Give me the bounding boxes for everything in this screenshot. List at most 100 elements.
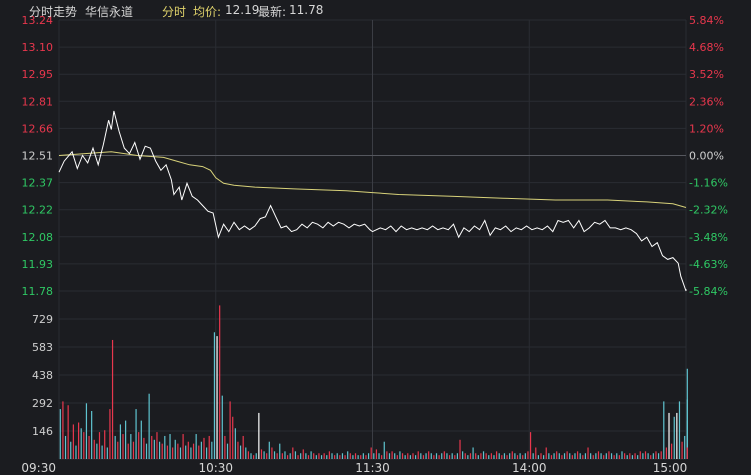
volume-tick-label: 583	[32, 341, 53, 354]
volume-bar	[93, 439, 95, 459]
volume-bar	[224, 435, 226, 459]
volume-bar	[686, 447, 688, 459]
volume-bar	[315, 455, 317, 459]
volume-bar	[281, 453, 283, 459]
volume-bar	[647, 453, 649, 459]
volume-bar	[595, 453, 597, 459]
volume-bar	[388, 453, 391, 459]
volume-bar	[328, 451, 330, 459]
volume-bar	[158, 441, 161, 459]
volume-bar	[279, 443, 281, 459]
time-tick-label: 15:00	[653, 461, 688, 475]
volume-bar	[297, 455, 299, 459]
price-tick-label: 13.24	[22, 14, 54, 27]
volume-bar	[273, 451, 276, 459]
volume-bar	[206, 447, 208, 459]
volume-bar	[610, 453, 613, 459]
volume-bar	[177, 443, 179, 459]
volume-bar	[597, 451, 600, 459]
volume-bar	[253, 455, 255, 459]
pct-tick-label: -3.48%	[689, 231, 728, 244]
volume-bar	[456, 453, 459, 459]
volume-bar	[443, 451, 445, 459]
volume-bar	[477, 455, 479, 459]
volume-bar	[537, 455, 539, 459]
pct-tick-label: 4.68%	[689, 41, 724, 54]
volume-bar	[624, 453, 626, 459]
time-tick-label: 10:30	[198, 461, 233, 475]
volume-bar	[174, 439, 176, 459]
volume-bar	[399, 451, 401, 459]
volume-bar	[493, 455, 495, 459]
volume-bar	[75, 445, 77, 459]
volume-bar	[571, 455, 573, 459]
volume-bar	[213, 332, 216, 459]
volume-bar	[88, 435, 90, 459]
volume-bar	[501, 455, 503, 459]
volume-bar	[239, 445, 242, 459]
volume-bar	[305, 453, 307, 459]
volume-bar	[226, 443, 229, 459]
volume-bar	[684, 435, 686, 459]
volume-bar	[109, 409, 111, 459]
volume-bar	[650, 455, 652, 459]
volume-bar	[187, 441, 189, 459]
volume-bar	[125, 420, 127, 459]
volume-bar	[582, 455, 584, 459]
volume-bar	[412, 453, 414, 459]
volume-bar	[644, 451, 647, 459]
volume-bar	[438, 455, 440, 459]
volume-bar	[566, 451, 568, 459]
price-tick-label: 12.22	[22, 204, 54, 217]
volume-bar	[310, 451, 312, 459]
volume-bar	[232, 416, 234, 459]
volume-bar	[334, 455, 336, 459]
volume-bar	[506, 455, 508, 459]
volume-bar	[263, 451, 265, 459]
volume-bar	[629, 453, 631, 459]
volume-bar	[545, 447, 547, 459]
volume-bar	[519, 453, 521, 459]
avg-price-line	[58, 151, 687, 208]
volume-bar	[668, 412, 670, 459]
price-tick-label: 12.51	[22, 150, 54, 163]
volume-bar	[190, 447, 192, 459]
volume-bar	[592, 455, 594, 459]
volume-bar	[665, 447, 668, 459]
volume-bar	[130, 434, 132, 459]
volume-bar	[313, 453, 315, 459]
volume-bar	[503, 453, 506, 459]
volume-bar	[391, 451, 393, 459]
volume-bar	[417, 451, 419, 459]
volume-bar	[145, 443, 148, 459]
volume-bar	[524, 453, 526, 459]
volume-bar	[111, 339, 114, 459]
volume-bar	[618, 455, 620, 459]
volume-bar	[72, 424, 74, 459]
volume-bar	[373, 453, 375, 459]
volume-bar	[362, 453, 364, 459]
volume-bar	[475, 453, 477, 459]
volume-bar	[219, 305, 221, 459]
volume-bar	[681, 441, 683, 459]
volume-bar	[104, 430, 106, 459]
volume-bar	[341, 453, 344, 459]
volume-bar	[587, 447, 589, 459]
volume-bar	[234, 428, 236, 459]
volume-bar	[401, 453, 404, 459]
volume-bar	[80, 428, 82, 459]
volume-bar	[198, 445, 200, 459]
volume-bar	[245, 447, 247, 459]
volume-bar	[634, 453, 636, 459]
volume-bar	[182, 434, 184, 459]
volume-bar	[676, 412, 678, 459]
pct-tick-label: -5.84%	[689, 285, 728, 298]
volume-bar	[556, 451, 558, 459]
volume-bar	[192, 443, 195, 459]
volume-bar	[339, 455, 341, 459]
volume-bar	[550, 455, 553, 459]
volume-bar	[119, 424, 121, 459]
volume-tick-label: 146	[32, 425, 53, 438]
last-price-label: 最新:	[258, 5, 287, 19]
